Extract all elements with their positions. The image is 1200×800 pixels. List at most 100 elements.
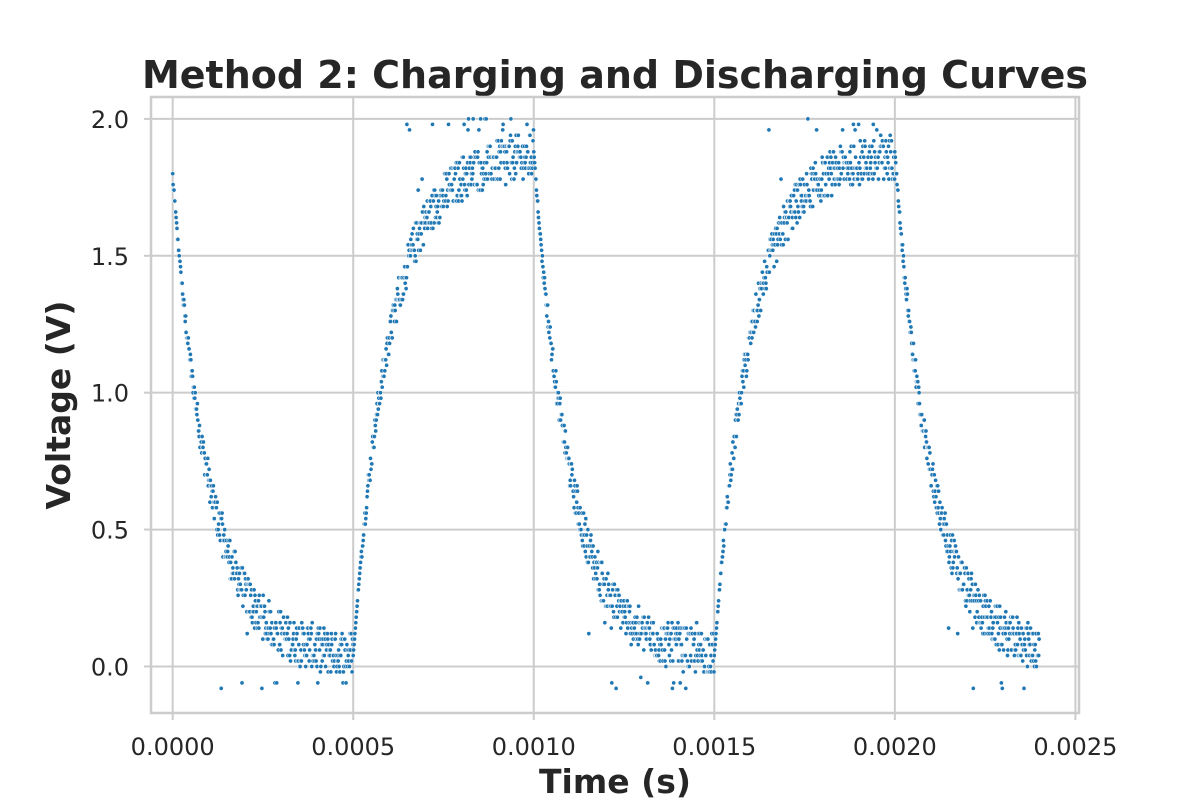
data-point bbox=[214, 505, 219, 511]
data-point bbox=[1028, 625, 1033, 631]
data-point bbox=[720, 549, 726, 554]
data-point bbox=[563, 428, 568, 434]
data-point bbox=[698, 642, 703, 647]
data-point bbox=[192, 395, 198, 401]
data-point bbox=[949, 571, 955, 576]
data-point bbox=[304, 642, 310, 647]
data-point bbox=[970, 686, 976, 691]
data-point bbox=[685, 658, 690, 664]
data-point bbox=[244, 631, 250, 636]
data-point bbox=[644, 620, 650, 626]
data-point bbox=[387, 341, 392, 346]
data-point bbox=[955, 631, 961, 636]
data-point bbox=[708, 664, 713, 669]
data-point bbox=[1001, 647, 1006, 653]
data-point bbox=[838, 143, 843, 149]
data-point bbox=[635, 642, 641, 647]
data-point bbox=[847, 149, 853, 155]
data-point bbox=[373, 417, 379, 423]
data-point bbox=[785, 237, 791, 242]
data-point bbox=[592, 554, 598, 560]
data-point bbox=[839, 149, 845, 155]
data-point bbox=[484, 160, 490, 166]
data-point bbox=[536, 215, 541, 220]
data-point bbox=[766, 127, 772, 133]
data-point bbox=[268, 631, 274, 636]
data-point bbox=[307, 647, 312, 653]
data-point bbox=[845, 171, 851, 177]
data-point bbox=[217, 532, 222, 538]
data-point bbox=[256, 598, 261, 604]
data-point bbox=[807, 198, 813, 204]
data-point bbox=[464, 171, 470, 177]
data-point bbox=[466, 116, 471, 122]
data-point bbox=[859, 149, 865, 155]
data-point bbox=[904, 297, 909, 302]
data-point bbox=[383, 357, 389, 363]
data-point bbox=[727, 461, 733, 467]
data-point bbox=[716, 598, 721, 604]
data-point bbox=[353, 614, 359, 620]
data-point bbox=[901, 264, 907, 270]
data-point bbox=[1002, 631, 1008, 636]
data-point bbox=[530, 138, 536, 144]
data-point bbox=[987, 598, 993, 604]
data-point bbox=[1022, 636, 1028, 642]
data-point bbox=[563, 450, 569, 456]
data-point bbox=[400, 297, 405, 302]
data-point bbox=[417, 226, 422, 231]
data-point bbox=[215, 527, 221, 532]
data-point bbox=[237, 571, 242, 576]
data-point bbox=[950, 560, 956, 565]
data-point bbox=[443, 193, 449, 198]
data-point bbox=[569, 466, 575, 472]
data-point bbox=[281, 614, 286, 620]
data-point bbox=[745, 352, 751, 357]
data-point bbox=[252, 592, 258, 598]
data-point bbox=[538, 242, 544, 248]
data-point bbox=[902, 275, 908, 281]
data-point bbox=[721, 543, 727, 549]
data-point bbox=[1036, 653, 1042, 658]
data-point bbox=[1016, 631, 1022, 636]
data-point bbox=[1032, 642, 1038, 647]
data-point bbox=[488, 171, 494, 177]
data-point bbox=[444, 204, 450, 209]
data-point bbox=[511, 176, 517, 182]
data-point bbox=[364, 494, 370, 500]
data-point bbox=[795, 204, 801, 209]
data-point bbox=[474, 182, 480, 187]
data-point bbox=[677, 631, 683, 636]
data-point bbox=[913, 357, 918, 363]
data-point bbox=[247, 581, 253, 587]
data-point bbox=[804, 171, 809, 177]
data-point bbox=[240, 603, 246, 609]
data-point bbox=[654, 631, 660, 636]
data-point bbox=[550, 346, 556, 352]
data-point bbox=[595, 565, 600, 571]
data-point bbox=[514, 160, 519, 166]
data-point bbox=[234, 565, 240, 571]
data-point bbox=[754, 319, 760, 324]
data-point bbox=[893, 160, 899, 166]
data-point bbox=[176, 247, 182, 253]
data-point bbox=[667, 636, 673, 642]
data-point bbox=[475, 149, 481, 155]
data-point bbox=[860, 176, 865, 182]
data-point bbox=[522, 160, 528, 166]
data-point bbox=[868, 154, 874, 160]
data-point bbox=[546, 330, 552, 335]
data-point bbox=[702, 664, 707, 669]
data-point bbox=[641, 614, 647, 620]
data-point bbox=[421, 204, 427, 209]
data-point bbox=[995, 620, 1000, 626]
data-point bbox=[954, 549, 959, 554]
data-point bbox=[623, 631, 629, 636]
data-point bbox=[355, 598, 360, 604]
data-point bbox=[475, 154, 480, 160]
data-point bbox=[842, 154, 848, 160]
data-point bbox=[288, 658, 293, 664]
data-point bbox=[299, 658, 304, 664]
data-point bbox=[518, 154, 524, 160]
data-point bbox=[869, 143, 875, 149]
